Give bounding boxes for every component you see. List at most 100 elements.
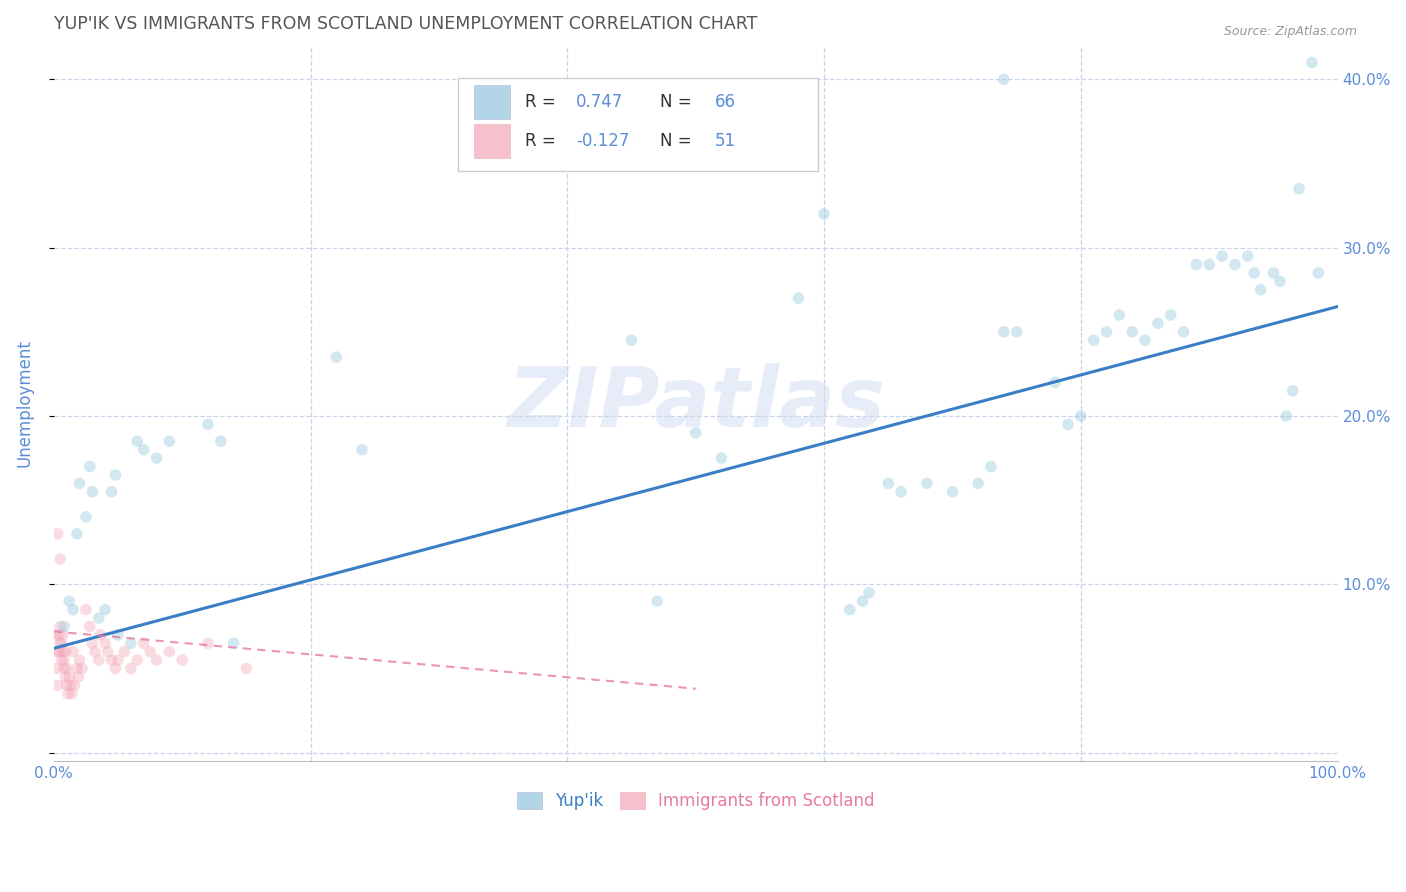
Y-axis label: Unemployment: Unemployment [15, 340, 32, 467]
Point [62, 602, 84, 616]
FancyBboxPatch shape [474, 124, 509, 158]
Point [58, 594, 80, 608]
Point [915, 476, 938, 491]
Point [52, 628, 75, 642]
Point [69, 653, 91, 667]
Point [48, 645, 70, 659]
Point [967, 476, 990, 491]
Point [1268, 274, 1291, 288]
Point [1243, 266, 1265, 280]
Point [710, 451, 733, 466]
Point [75, 510, 97, 524]
Point [1005, 325, 1028, 339]
Point [127, 653, 149, 667]
Point [59, 678, 82, 692]
Text: YUP'IK VS IMMIGRANTS FROM SCOTLAND UNEMPLOYMENT CORRELATION CHART: YUP'IK VS IMMIGRANTS FROM SCOTLAND UNEMP… [53, 15, 758, 33]
Point [69, 476, 91, 491]
Point [941, 484, 963, 499]
Text: Source: ZipAtlas.com: Source: ZipAtlas.com [1223, 25, 1357, 38]
Point [49, 552, 72, 566]
Point [1236, 249, 1258, 263]
Point [852, 594, 875, 608]
Point [127, 434, 149, 449]
Point [55, 645, 77, 659]
Point [84, 645, 107, 659]
Point [139, 645, 162, 659]
Point [82, 484, 104, 499]
Point [1308, 266, 1330, 280]
Point [877, 476, 900, 491]
Point [60, 687, 83, 701]
Point [107, 628, 129, 642]
Point [1133, 333, 1156, 347]
Text: 0.747: 0.747 [576, 93, 624, 112]
Text: N =: N = [659, 132, 696, 150]
Point [66, 526, 89, 541]
Point [1198, 258, 1220, 272]
Point [53, 619, 76, 633]
Point [79, 619, 101, 633]
Point [75, 602, 97, 616]
Point [120, 661, 142, 675]
Point [145, 451, 167, 466]
Point [1083, 333, 1105, 347]
Point [235, 661, 257, 675]
Point [145, 653, 167, 667]
Point [1095, 325, 1118, 339]
Point [79, 459, 101, 474]
Point [1070, 409, 1092, 423]
Point [1281, 384, 1303, 398]
Point [53, 661, 76, 675]
Point [55, 678, 77, 692]
Point [1250, 283, 1272, 297]
Point [46, 526, 69, 541]
Point [197, 636, 219, 650]
Point [107, 653, 129, 667]
FancyBboxPatch shape [458, 78, 818, 171]
Point [48, 628, 70, 642]
Point [1043, 376, 1066, 390]
Point [1211, 249, 1233, 263]
Point [89, 628, 111, 642]
Point [813, 207, 835, 221]
Point [62, 645, 84, 659]
Point [787, 291, 810, 305]
Point [55, 661, 77, 675]
Point [49, 619, 72, 633]
Point [993, 325, 1015, 339]
Point [620, 333, 643, 347]
FancyBboxPatch shape [474, 85, 509, 120]
Point [1160, 308, 1182, 322]
Point [209, 434, 232, 449]
Point [172, 653, 194, 667]
Legend: Yup'ik, Immigrants from Scotland: Yup'ik, Immigrants from Scotland [510, 786, 882, 817]
Text: R =: R = [524, 93, 561, 112]
Text: N =: N = [659, 93, 696, 112]
Point [94, 636, 117, 650]
Point [645, 594, 668, 608]
Point [82, 636, 104, 650]
Point [1223, 258, 1246, 272]
Text: 66: 66 [716, 93, 735, 112]
Point [1301, 55, 1323, 70]
Point [157, 645, 180, 659]
Point [56, 687, 79, 701]
Point [993, 72, 1015, 87]
Point [63, 678, 86, 692]
Point [49, 636, 72, 650]
Point [890, 484, 912, 499]
Point [51, 636, 73, 650]
Point [157, 434, 180, 449]
Point [104, 467, 127, 482]
Point [97, 645, 120, 659]
Point [104, 661, 127, 675]
Point [55, 670, 77, 684]
Point [120, 636, 142, 650]
Point [94, 602, 117, 616]
Point [53, 653, 76, 667]
Point [87, 611, 110, 625]
Text: 51: 51 [716, 132, 737, 150]
Point [45, 661, 67, 675]
Point [685, 425, 707, 440]
Point [1173, 325, 1195, 339]
